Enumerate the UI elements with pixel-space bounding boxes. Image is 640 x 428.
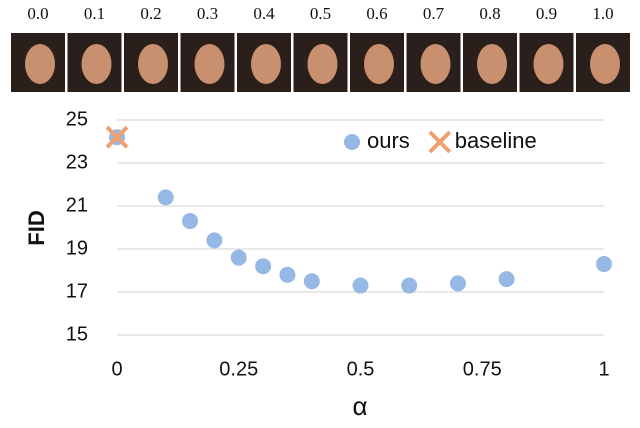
face (477, 44, 507, 84)
strip-label: 0.1 (84, 4, 105, 23)
strip-label: 0.0 (27, 4, 48, 23)
strip-label: 0.5 (310, 4, 331, 23)
point (182, 213, 199, 230)
strip-label: 0.3 (197, 4, 218, 23)
strip-label: 0.8 (479, 4, 500, 23)
face (590, 44, 620, 84)
point (449, 275, 466, 292)
point (230, 249, 247, 266)
face (364, 44, 394, 84)
point (255, 258, 272, 275)
face (420, 44, 451, 84)
face (138, 44, 168, 84)
point (206, 232, 223, 249)
y-tick-label: 25 (66, 108, 88, 130)
point (401, 277, 418, 294)
point (279, 266, 296, 283)
point (157, 189, 174, 206)
face (81, 44, 112, 84)
y-tick-label: 21 (66, 194, 88, 216)
strip-label: 0.2 (140, 4, 161, 23)
strip-label: 0.6 (366, 4, 387, 23)
strip-label: 0.7 (423, 4, 445, 23)
y-tick-label: 15 (66, 323, 88, 345)
point (352, 277, 369, 294)
x-tick-label: 1 (598, 358, 609, 380)
legend-label: ours (367, 128, 410, 153)
x-tick-label: 0.25 (219, 358, 258, 380)
x-tick-label: 0 (111, 358, 122, 380)
y-tick-label: 17 (66, 280, 88, 302)
x-tick-label: 0.5 (347, 358, 375, 380)
x-point (105, 125, 129, 149)
x-tick-label: 0.75 (463, 358, 502, 380)
face (25, 44, 55, 84)
image-strip: 0.0 0.1 0.2 0.3 0.4 0.5 0.6 0.7 0.8 0.9 1.0 (11, 4, 630, 92)
strip-label: 1.0 (592, 4, 613, 23)
face (533, 44, 564, 84)
strip-label: 0.9 (536, 4, 557, 23)
y-axis-label: FID (24, 210, 49, 245)
legend-marker (344, 134, 360, 150)
legend-marker (428, 130, 452, 154)
legend-label: baseline (455, 128, 537, 153)
face (194, 44, 225, 84)
point (303, 273, 320, 290)
y-tick-label: 23 (66, 151, 88, 173)
point (498, 271, 515, 288)
y-tick-label: 19 (66, 237, 88, 259)
strip-label: 0.4 (253, 4, 275, 23)
face (307, 44, 338, 84)
face (251, 44, 281, 84)
x-axis-label: α (352, 391, 367, 421)
point (596, 256, 612, 273)
